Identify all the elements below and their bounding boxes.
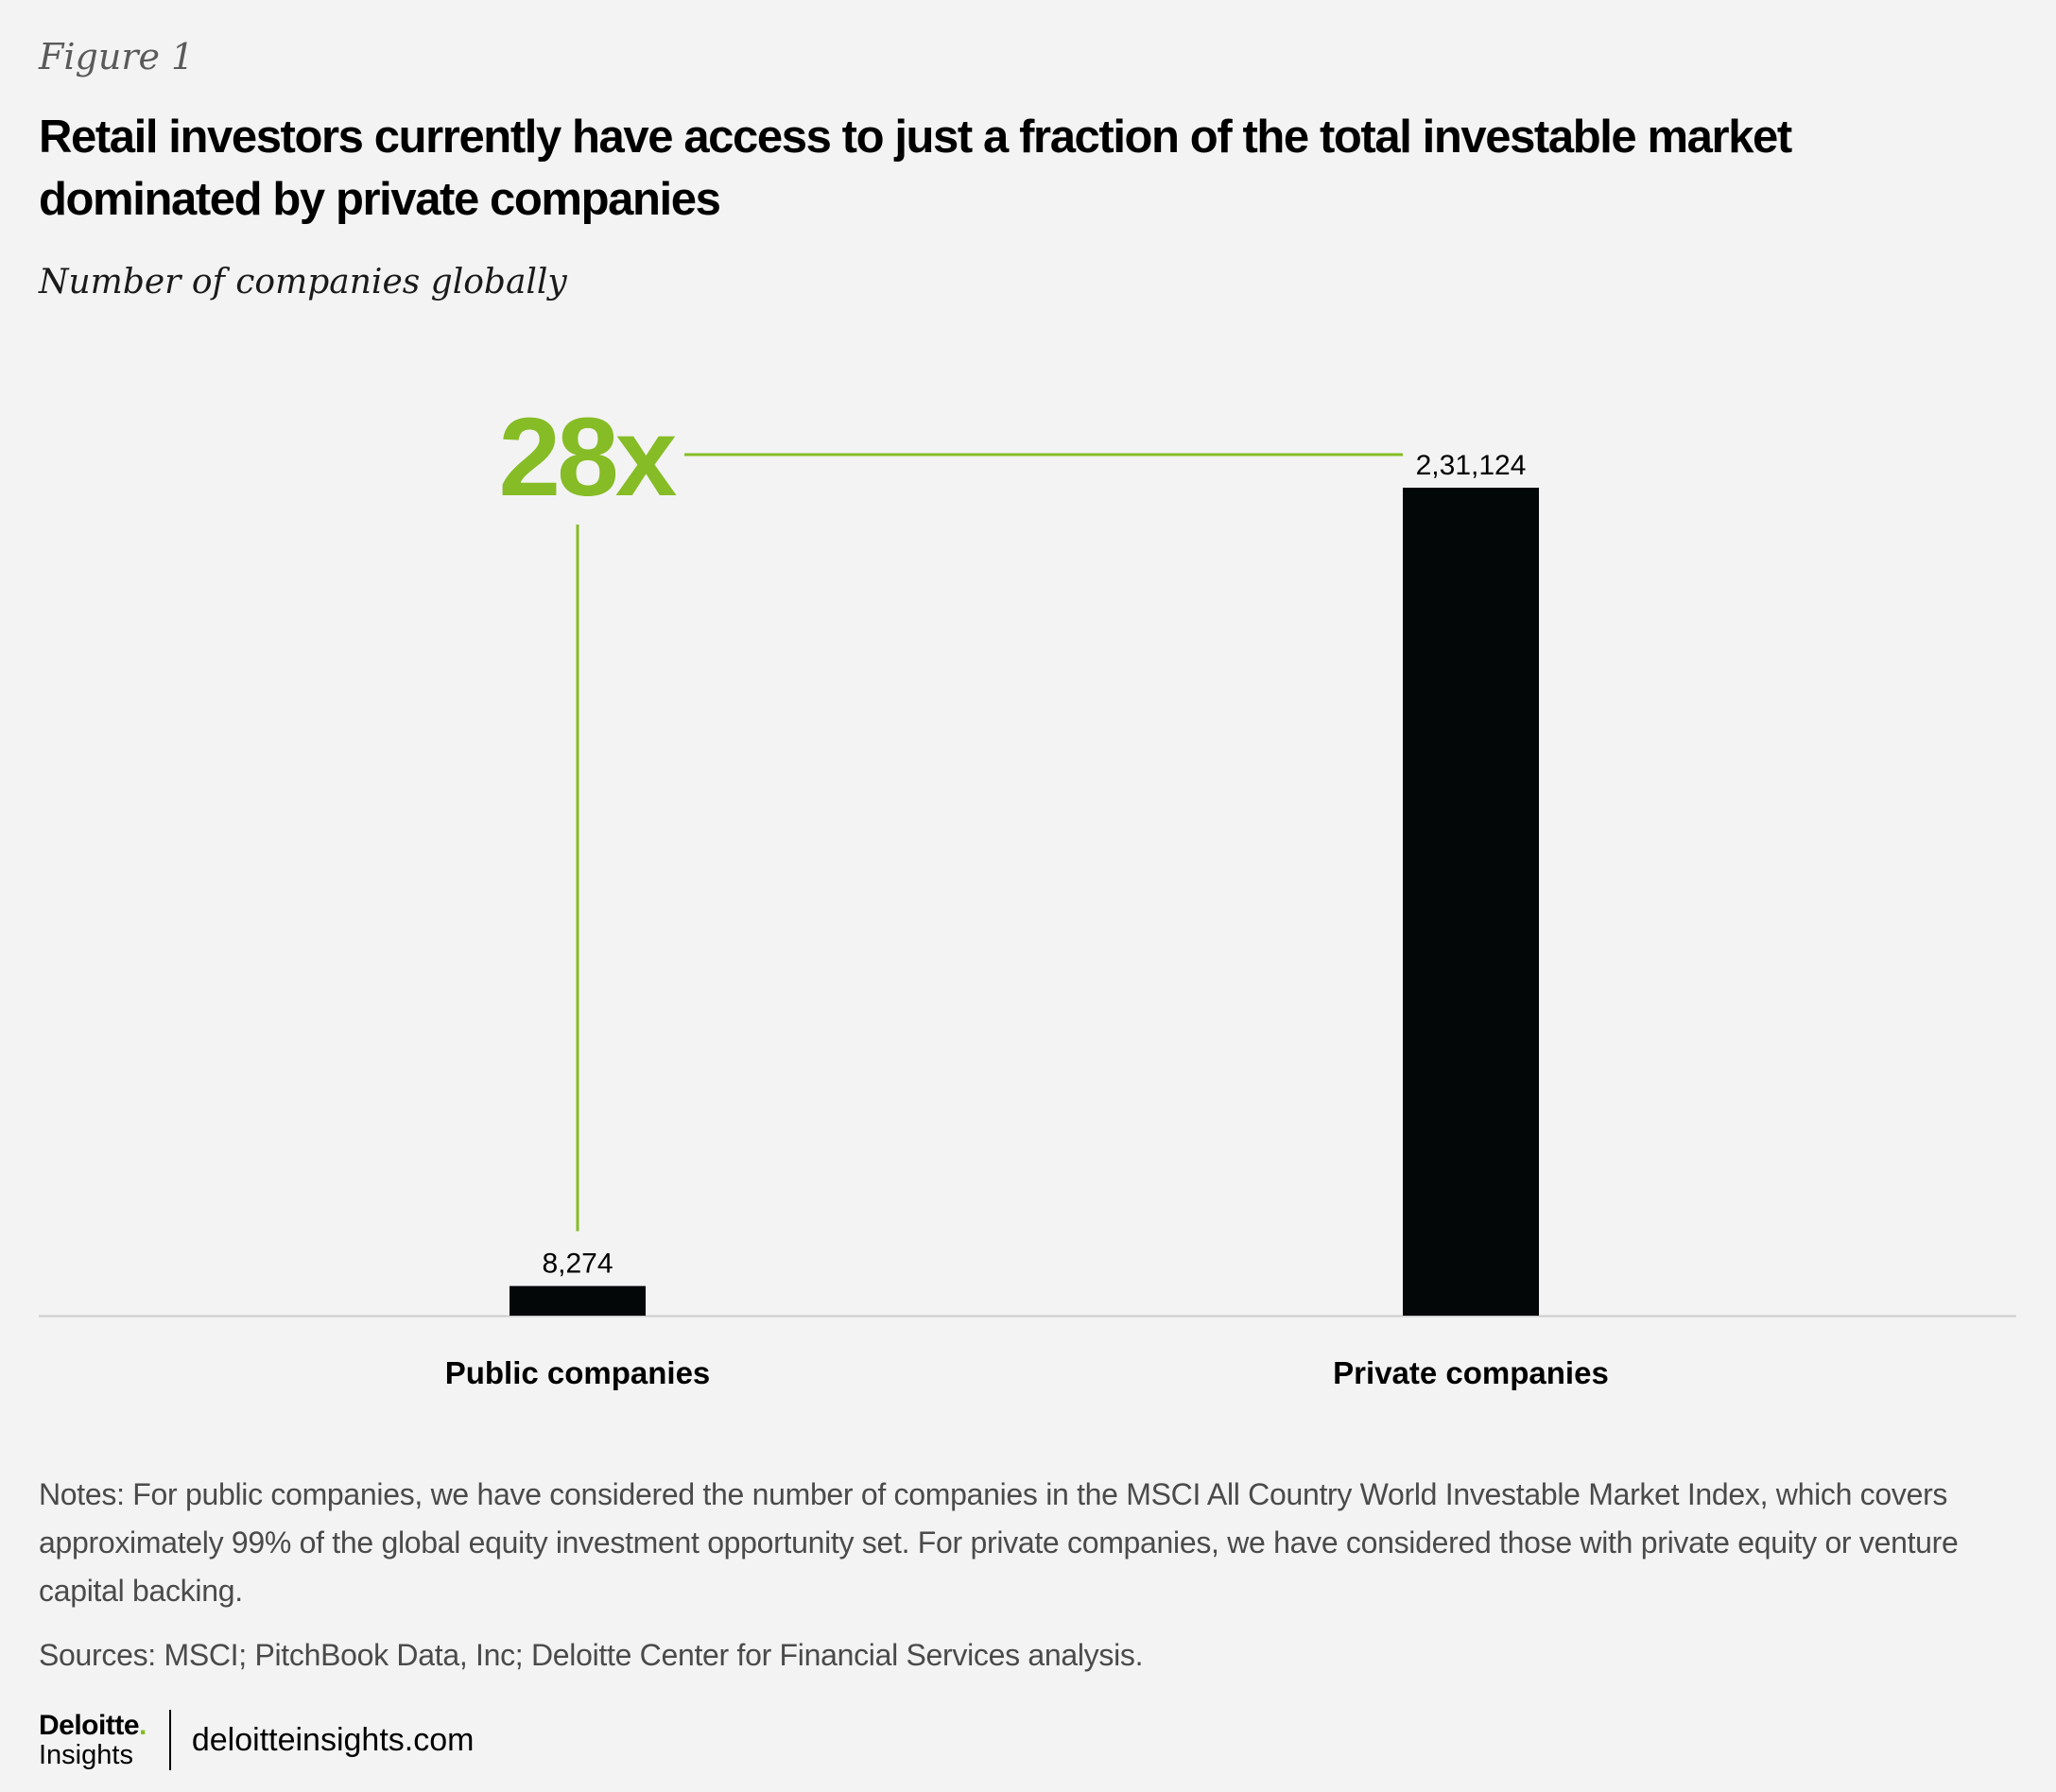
- data-label-public: 8,274: [542, 1249, 613, 1280]
- figure-label: Figure 1: [39, 36, 195, 78]
- logo-main-text: Deloitte: [39, 1709, 140, 1741]
- deloitte-insights-logo: Deloitte. Insights: [39, 1709, 147, 1770]
- footer: Deloitte. Insights deloitteinsights.com: [39, 1707, 474, 1773]
- annotation-multiplier: 28x: [499, 395, 677, 520]
- notes: Notes: For public companies, we have con…: [39, 1477, 1959, 1608]
- chart-title: Retail investors currently have access t…: [39, 112, 1792, 225]
- logo-dot: .: [139, 1709, 147, 1741]
- category-label-private: Private companies: [1333, 1355, 1609, 1390]
- data-label-private: 2,31,124: [1416, 450, 1527, 481]
- logo-wordmark: Deloitte.: [39, 1709, 147, 1741]
- chart-subtitle: Number of companies globally: [39, 263, 567, 302]
- category-label-public: Public companies: [445, 1355, 711, 1390]
- bar-chart: 8,274 Public companies 2,31,124 Private com…: [39, 395, 2016, 1390]
- bar-public: [510, 1285, 646, 1316]
- footer-link[interactable]: deloitteinsights.com: [191, 1721, 475, 1758]
- footer-divider: [168, 1710, 171, 1770]
- bar-private: [1403, 488, 1539, 1316]
- logo-sub-text: Insights: [39, 1739, 133, 1770]
- sources: Sources: MSCI; PitchBook Data, Inc; Delo…: [39, 1638, 1144, 1672]
